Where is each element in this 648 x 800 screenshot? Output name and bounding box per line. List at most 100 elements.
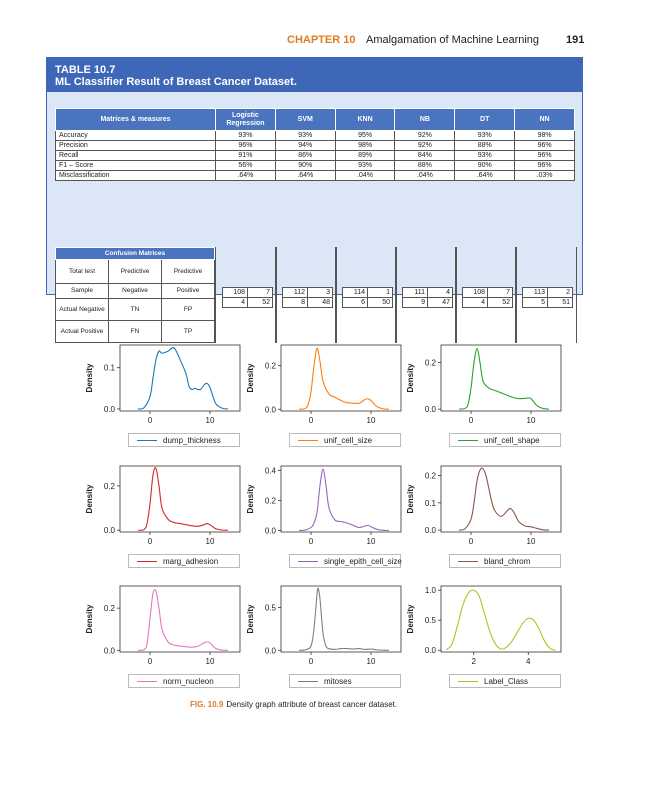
total-test-cell: Total test	[55, 259, 109, 284]
plot-frame	[280, 585, 402, 653]
metric-value: .64%	[274, 170, 336, 181]
results-table: Matrices & measures Logistic Regression …	[55, 108, 575, 181]
legend-swatch	[137, 681, 157, 682]
y-tick-label: 0.0	[104, 646, 116, 655]
legend-swatch	[298, 561, 318, 562]
confusion-matrix: 112 3 8 48	[282, 287, 333, 308]
page-number: 191	[566, 34, 585, 46]
metric-name: Accuracy	[55, 130, 216, 141]
y-tick-label: 0.0	[265, 527, 277, 536]
figure-caption: FIG. 10.9 Density graph attribute of brea…	[190, 700, 397, 709]
legend-label: bland_chrom	[484, 557, 531, 566]
density-line	[137, 467, 229, 531]
metric-header: Matrices & measures	[55, 108, 216, 131]
confusion-cell: 5	[522, 297, 548, 308]
legend: dump_thickness	[128, 433, 240, 447]
classifier-header: NB	[394, 108, 456, 131]
sample-cell: Sample	[55, 283, 109, 299]
legend-label: mitoses	[324, 677, 352, 686]
metric-value: .64%	[454, 170, 516, 181]
confusion-column: 113 2 5 51	[515, 247, 577, 343]
y-tick-label: 0.5	[265, 603, 277, 612]
metric-name: Recall	[55, 150, 216, 161]
confusion-column: 108 7 4 52	[215, 247, 277, 343]
confusion-cell: 52	[247, 297, 273, 308]
metric-name: Misclassification	[55, 170, 216, 181]
metric-value: 95%	[334, 130, 396, 141]
metric-value: 93%	[215, 130, 276, 141]
legend-swatch	[137, 440, 157, 441]
chapter-label: CHAPTER 10	[287, 34, 356, 46]
y-tick-label: 0.0	[425, 405, 437, 414]
confusion-cell: 8	[282, 297, 308, 308]
metric-value: .04%	[394, 170, 456, 181]
table-row: Recall 91% 86% 89% 84% 93% 96%	[55, 150, 575, 161]
y-tick-label: 1.0	[425, 586, 437, 595]
legend: mitoses	[289, 674, 401, 688]
density-line	[298, 468, 390, 532]
results-header-row: Matrices & measures Logistic Regression …	[55, 108, 575, 131]
density-chart: 0 10 0.0 0.1 0.2 Density bland_chrom	[396, 460, 571, 575]
metric-value: 90%	[454, 160, 516, 171]
figure-label: FIG. 10.9	[190, 700, 224, 709]
legend-swatch	[298, 440, 318, 441]
metric-value: 88%	[394, 160, 456, 171]
y-tick-label: 0.0	[265, 405, 277, 414]
confusion-matrix: 108 7 4 52	[462, 287, 513, 308]
table-panel: TABLE 10.7 ML Classifier Result of Breas…	[46, 57, 583, 343]
plot-frame	[119, 344, 241, 412]
density-line	[298, 347, 390, 410]
legend-label: dump_thickness	[163, 436, 221, 445]
confusion-cell: 7	[487, 287, 513, 298]
classifier-header: Logistic Regression	[215, 108, 276, 131]
legend-swatch	[458, 561, 478, 562]
y-tick-label: 0.2	[265, 362, 277, 371]
density-line	[137, 589, 229, 651]
x-tick-label: 0	[148, 657, 153, 666]
y-axis-label: Density	[85, 604, 94, 633]
plot-frame	[119, 585, 241, 653]
y-axis-label: Density	[85, 484, 94, 513]
confusion-column: 108 7 4 52	[455, 247, 517, 343]
confusion-cell: 47	[427, 297, 453, 308]
confusion-matrix: 111 4 9 47	[402, 287, 453, 308]
metric-name: Precision	[55, 140, 216, 151]
x-tick-label: 2	[472, 657, 477, 666]
confusion-cell: 3	[307, 287, 333, 298]
y-tick-label: 0.0	[425, 646, 437, 655]
x-tick-label: 0	[148, 537, 153, 546]
confusion-cell: 9	[402, 297, 428, 308]
tp-cell: TP	[161, 320, 215, 343]
metric-value: 93%	[454, 130, 516, 141]
x-tick-label: 0	[309, 537, 314, 546]
y-tick-label: 0.0	[265, 646, 277, 655]
confusion-cell: 4	[427, 287, 453, 298]
legend-label: Label_Class	[484, 677, 529, 686]
metric-value: 96%	[514, 140, 575, 151]
confusion-cell: 4	[462, 297, 488, 308]
running-head: CHAPTER 10 Amalgamation of Machine Learn…	[0, 34, 648, 48]
metric-value: 89%	[334, 150, 396, 161]
density-chart: 0 10 0.0 0.2 0.4 Density single_epith_cell_siz…	[236, 460, 411, 575]
positive-cell: Positive	[161, 283, 215, 299]
y-tick-label: 0.1	[425, 499, 437, 508]
y-tick-label: 0.1	[104, 364, 116, 373]
metric-value: 90%	[274, 160, 336, 171]
classifier-header: DT	[454, 108, 516, 131]
confusion-cell: 2	[547, 287, 573, 298]
x-tick-label: 0	[469, 537, 474, 546]
metric-value: 93%	[334, 160, 396, 171]
confusion-cell: 4	[222, 297, 248, 308]
legend: unif_cell_shape	[449, 433, 561, 447]
y-axis-label: Density	[406, 363, 415, 392]
legend-label: unif_cell_shape	[484, 436, 540, 445]
density-line	[446, 589, 556, 651]
confusion-cell: 114	[342, 287, 368, 298]
tn-cell: TN	[108, 298, 162, 321]
y-tick-label: 0.2	[104, 604, 116, 613]
confusion-cell: 52	[487, 297, 513, 308]
fn-cell: FN	[108, 320, 162, 343]
confusion-legend-table: Confusion Matrices Total test Predictive…	[55, 247, 215, 343]
y-tick-label: 0.2	[425, 358, 437, 367]
y-tick-label: 0.0	[104, 405, 116, 414]
